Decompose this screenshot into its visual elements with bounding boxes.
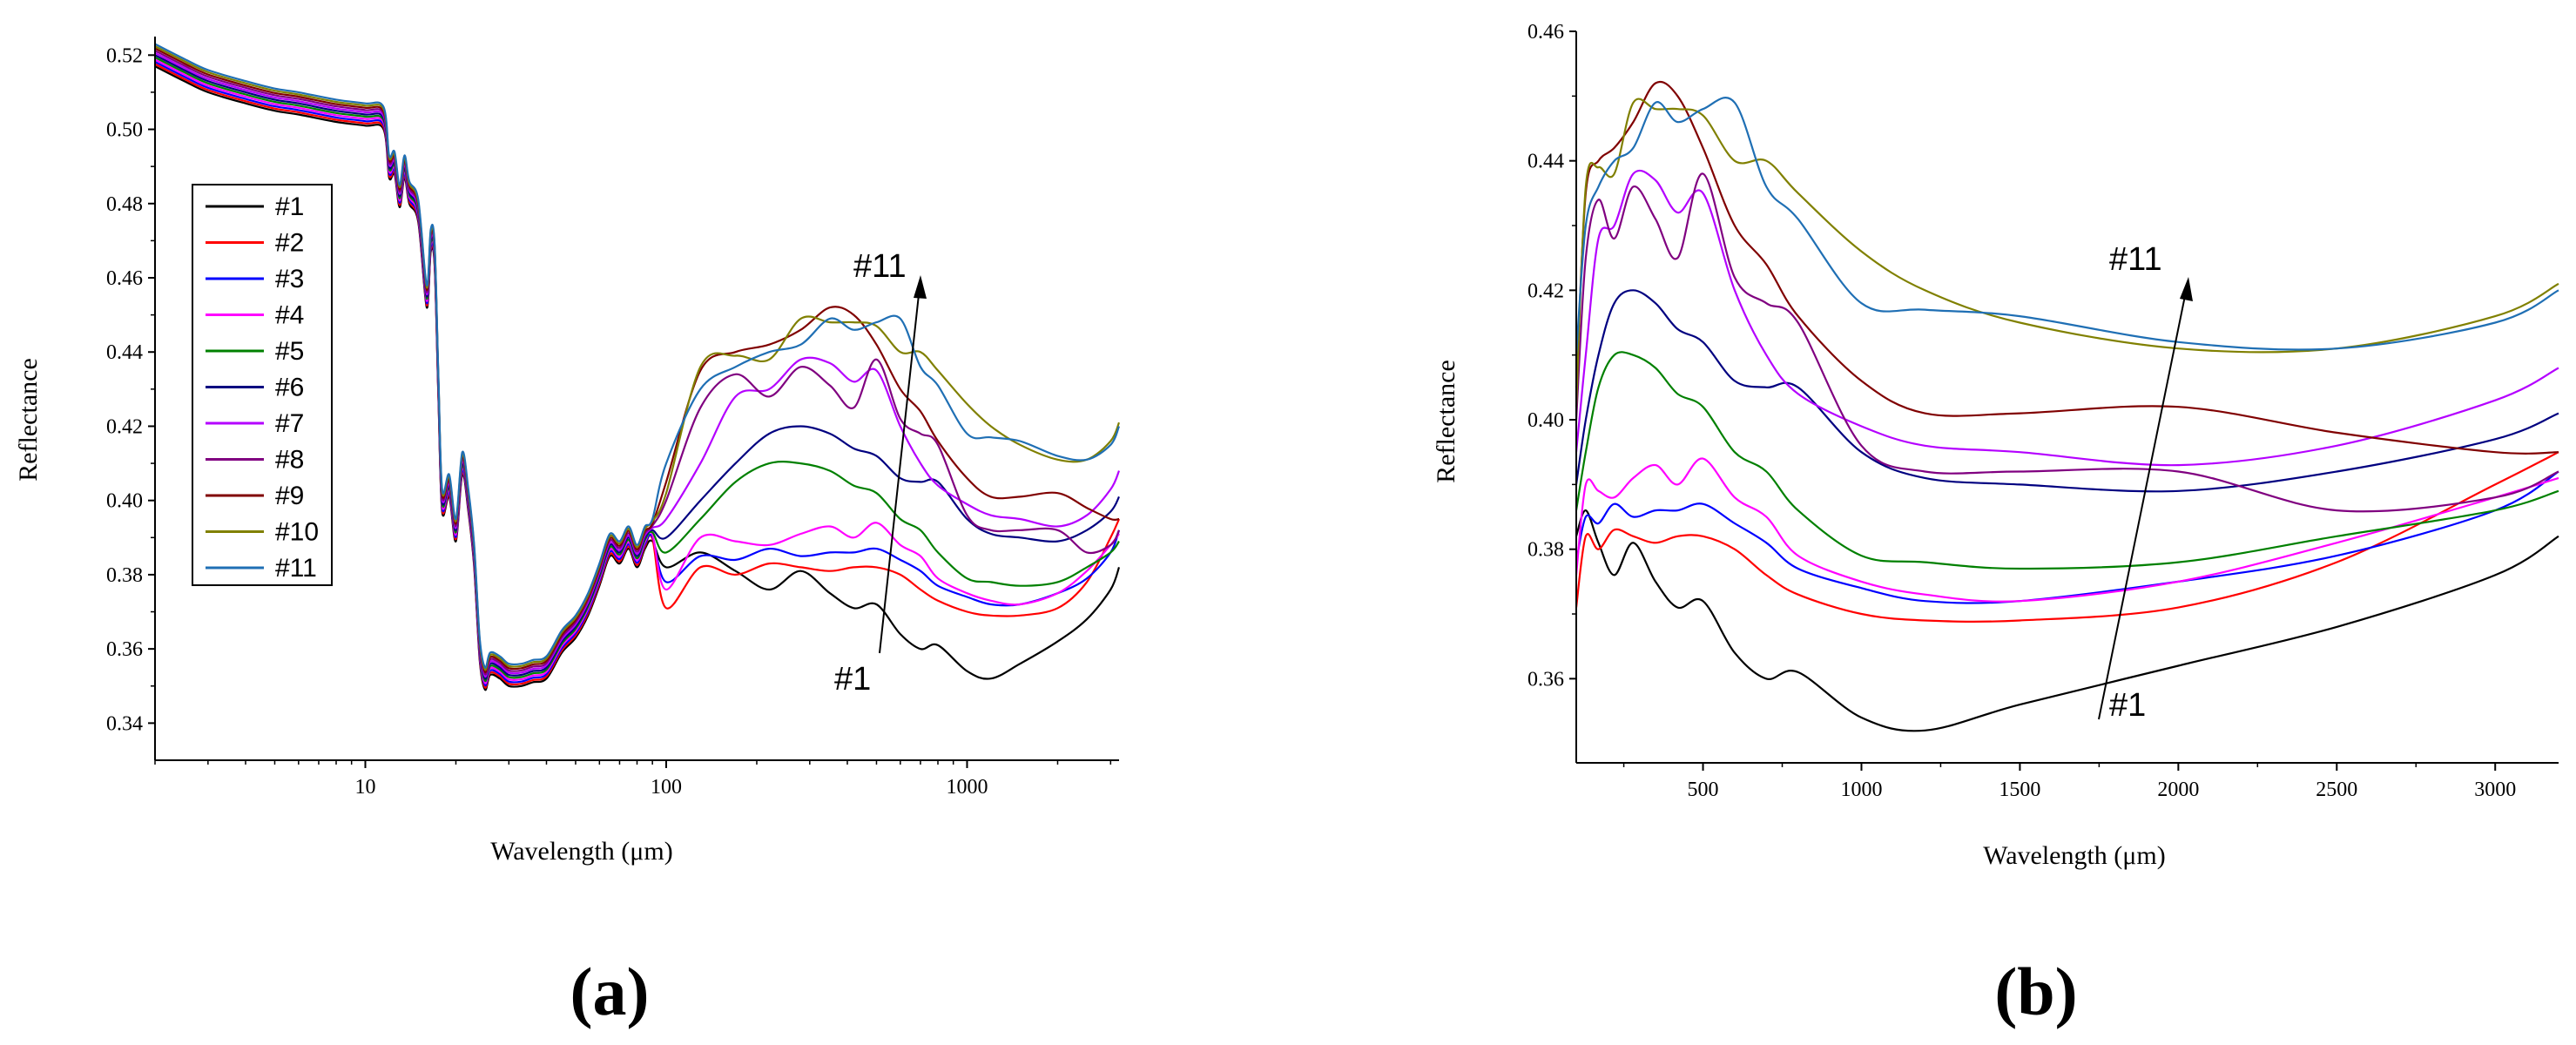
x-axis-title: Wavelength (μm): [490, 837, 672, 866]
annotations: #11 #1: [2098, 241, 2193, 724]
y-tick-label: 0.36: [1527, 668, 1564, 691]
chart-panel-b: 0.36 0.38 0.40 0.42 0.44 0.46 500 1000 1500 2000 2…: [1432, 21, 2559, 1029]
y-axis-title: Reflectance: [1432, 360, 1460, 483]
legend-label-11: #11: [275, 554, 317, 583]
x-tick-label: 2500: [2316, 779, 2357, 801]
series-line-7: [1575, 169, 2559, 467]
series-line-10: [1575, 98, 2559, 408]
series-line-1: [1575, 509, 2559, 732]
chart-panel-a: 0.34 0.36 0.38 0.40 0.42 0.44 0.46 0.48 0.50 0.52…: [14, 37, 1121, 1029]
x-tick-label: 1000: [946, 776, 988, 799]
legend-label-10: #10: [275, 518, 319, 547]
y-tick-label: 0.42: [106, 415, 143, 438]
x-tick-label: 2000: [2157, 779, 2199, 801]
legend-label-6: #6: [275, 374, 304, 402]
series-line-4: [1575, 457, 2559, 603]
legend-label-8: #8: [275, 446, 304, 475]
y-tick-label: 0.46: [1527, 21, 1564, 44]
series-line-11: [1575, 97, 2559, 355]
arrow-head: [914, 275, 927, 299]
legend-label-9: #9: [275, 482, 304, 510]
legend-label-4: #4: [275, 301, 304, 330]
annotation-arrow: [2098, 282, 2188, 720]
x-tick-label: 10: [354, 776, 375, 799]
y-axis-title: Reflectance: [14, 358, 43, 482]
legend-label-5: #5: [275, 337, 304, 366]
panel-label-b: (b): [1994, 954, 2077, 1029]
series-line-3: [1575, 470, 2559, 604]
y-tick-label: 0.46: [106, 267, 143, 290]
series-line-2: [1575, 451, 2559, 623]
annotation-label-1: #1: [2109, 687, 2146, 724]
y-tick-label: 0.38: [106, 564, 143, 587]
legend-box: [192, 184, 333, 586]
panel-label-a: (a): [570, 954, 650, 1029]
x-tick-label: 500: [1688, 779, 1719, 801]
x-tick-label: 100: [651, 776, 682, 799]
y-tick-label: 0.40: [106, 490, 143, 513]
ticks: 0.36 0.38 0.40 0.42 0.44 0.46 500 1000 1500 2000 2…: [1527, 21, 2516, 801]
ticks: 0.34 0.36 0.38 0.40 0.42 0.44 0.46 0.48 0.50 0.52…: [106, 44, 1112, 799]
y-tick-label: 0.36: [106, 638, 143, 661]
annotation-label-1: #1: [834, 661, 871, 698]
axes: [1575, 31, 2559, 764]
y-tick-label: 0.44: [106, 341, 143, 364]
annotation-arrow: [879, 278, 921, 654]
y-tick-label: 0.34: [106, 712, 143, 735]
series-group: [154, 43, 1121, 691]
series-line-8: [1575, 172, 2559, 513]
series-line-5: [1575, 351, 2559, 570]
series-line-11: [154, 43, 1121, 669]
series-line-6: [1575, 289, 2559, 493]
annotation-label-11: #11: [2109, 241, 2162, 278]
y-tick-label: 0.42: [1527, 280, 1564, 302]
x-tick-label: 1000: [1840, 779, 1882, 801]
legend-label-7: #7: [275, 409, 304, 438]
y-tick-label: 0.52: [106, 44, 143, 67]
x-axis-title: Wavelength (μm): [1983, 841, 2165, 870]
x-tick-label: 3000: [2474, 779, 2516, 801]
arrow-head: [2180, 277, 2193, 301]
annotations: #11 #1: [834, 248, 927, 698]
legend: #1 #2 #3 #4 #5 #6 #7 #8 #9 #10 #11: [192, 184, 333, 586]
legend-label-1: #1: [275, 192, 304, 221]
y-tick-label: 0.50: [106, 119, 143, 142]
annotation-label-11: #11: [853, 248, 907, 285]
series-line-9: [1575, 80, 2559, 455]
y-tick-label: 0.40: [1527, 409, 1564, 432]
y-tick-label: 0.44: [1527, 151, 1564, 173]
y-tick-label: 0.38: [1527, 539, 1564, 562]
legend-label-2: #2: [275, 229, 304, 258]
series-group: [1575, 80, 2559, 732]
x-tick-label: 1500: [1999, 779, 2040, 801]
legend-label-3: #3: [275, 265, 304, 293]
y-tick-label: 0.48: [106, 193, 143, 216]
